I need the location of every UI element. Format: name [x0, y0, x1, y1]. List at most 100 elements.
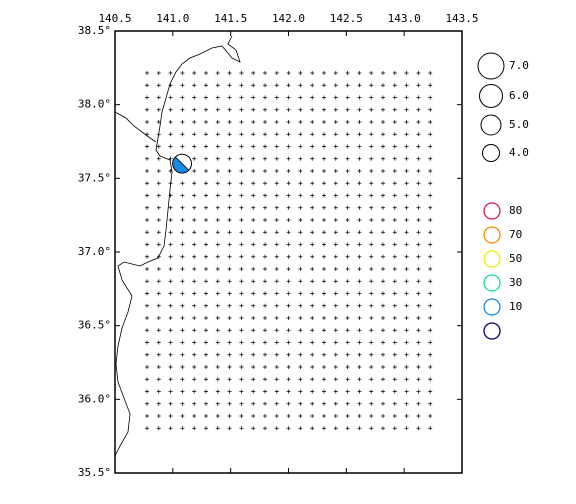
station-cross: [227, 71, 232, 75]
station-cross: [310, 95, 315, 100]
station-cross: [168, 71, 173, 75]
station-cross: [381, 132, 385, 137]
station-cross: [239, 132, 244, 137]
station-cross: [274, 230, 279, 235]
station-cross: [416, 414, 421, 418]
station-cross: [263, 340, 267, 345]
station-cross: [298, 218, 303, 222]
station-cross: [274, 389, 279, 394]
station-cross: [416, 279, 421, 284]
station-cross: [392, 169, 397, 173]
station-cross: [310, 230, 315, 235]
station-cross: [204, 107, 208, 112]
station-cross: [156, 340, 161, 345]
station-cross: [428, 144, 433, 149]
station-cross: [204, 169, 208, 173]
station-cross: [274, 181, 279, 186]
station-cross: [251, 414, 256, 418]
station-cross: [204, 205, 208, 210]
station-cross: [286, 426, 291, 431]
station-cross: [145, 426, 149, 431]
station-cross: [428, 107, 433, 112]
station-cross: [392, 254, 397, 259]
station-cross: [204, 71, 208, 75]
station-cross: [227, 218, 232, 222]
station-cross: [322, 340, 326, 345]
station-cross: [145, 120, 149, 124]
station-cross: [357, 254, 362, 259]
station-cross: [227, 205, 232, 210]
station-cross: [263, 291, 267, 296]
station-cross: [192, 193, 197, 198]
station-cross: [404, 365, 409, 369]
station-cross: [416, 254, 421, 259]
station-cross: [357, 291, 362, 296]
station-cross: [215, 352, 220, 357]
station-cross: [333, 340, 338, 345]
station-cross: [239, 352, 244, 357]
station-cross: [392, 340, 397, 345]
station-cross: [416, 120, 421, 124]
station-cross: [392, 365, 397, 369]
station-cross: [428, 254, 433, 259]
station-cross: [404, 328, 409, 333]
station-cross: [251, 328, 256, 333]
station-cross: [298, 120, 303, 124]
station-cross: [369, 340, 374, 345]
station-cross: [168, 340, 173, 345]
station-cross: [345, 340, 350, 345]
station-cross: [333, 389, 338, 394]
station-cross: [192, 254, 197, 259]
station-cross: [369, 389, 374, 394]
station-cross: [274, 316, 279, 320]
station-cross: [156, 254, 161, 259]
station-cross: [333, 352, 338, 357]
station-cross: [215, 316, 220, 320]
station-cross: [204, 242, 208, 247]
station-cross: [156, 169, 161, 173]
station-cross: [239, 95, 244, 100]
station-cross: [381, 144, 385, 149]
station-cross: [274, 352, 279, 357]
station-cross: [251, 120, 256, 124]
station-cross: [286, 291, 291, 296]
station-cross: [180, 401, 185, 406]
station-cross: [192, 242, 197, 247]
station-cross: [251, 218, 256, 222]
station-cross: [322, 279, 326, 284]
station-cross: [298, 340, 303, 345]
station-cross: [333, 218, 338, 222]
station-cross: [345, 401, 350, 406]
station-cross: [263, 279, 267, 284]
x-tick-label: 141.5: [214, 12, 247, 25]
station-cross: [215, 230, 220, 235]
station-cross: [310, 218, 315, 222]
station-cross: [215, 279, 220, 284]
station-cross: [227, 377, 232, 382]
station-cross: [251, 144, 256, 149]
x-tick-label: 142.0: [272, 12, 305, 25]
station-cross: [156, 291, 161, 296]
station-cross: [345, 267, 350, 271]
station-cross: [215, 340, 220, 345]
station-cross: [392, 205, 397, 210]
station-cross: [286, 279, 291, 284]
station-cross: [215, 414, 220, 418]
station-cross: [251, 230, 256, 235]
station-cross: [156, 414, 161, 418]
station-cross: [333, 95, 338, 100]
station-cross: [404, 205, 409, 210]
station-cross: [168, 414, 173, 418]
station-cross: [416, 426, 421, 431]
station-cross: [345, 328, 350, 333]
station-cross: [145, 328, 149, 333]
station-cross: [357, 340, 362, 345]
magnitude-legend-circle: [480, 114, 502, 136]
station-cross: [227, 414, 232, 418]
station-cross: [239, 279, 244, 284]
station-cross: [357, 365, 362, 369]
station-cross: [251, 401, 256, 406]
station-cross: [428, 291, 433, 296]
station-cross: [286, 132, 291, 137]
depth-legend-circle: [483, 298, 501, 316]
